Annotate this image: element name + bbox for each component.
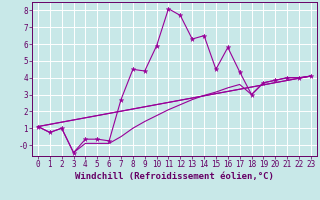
X-axis label: Windchill (Refroidissement éolien,°C): Windchill (Refroidissement éolien,°C)	[75, 172, 274, 181]
